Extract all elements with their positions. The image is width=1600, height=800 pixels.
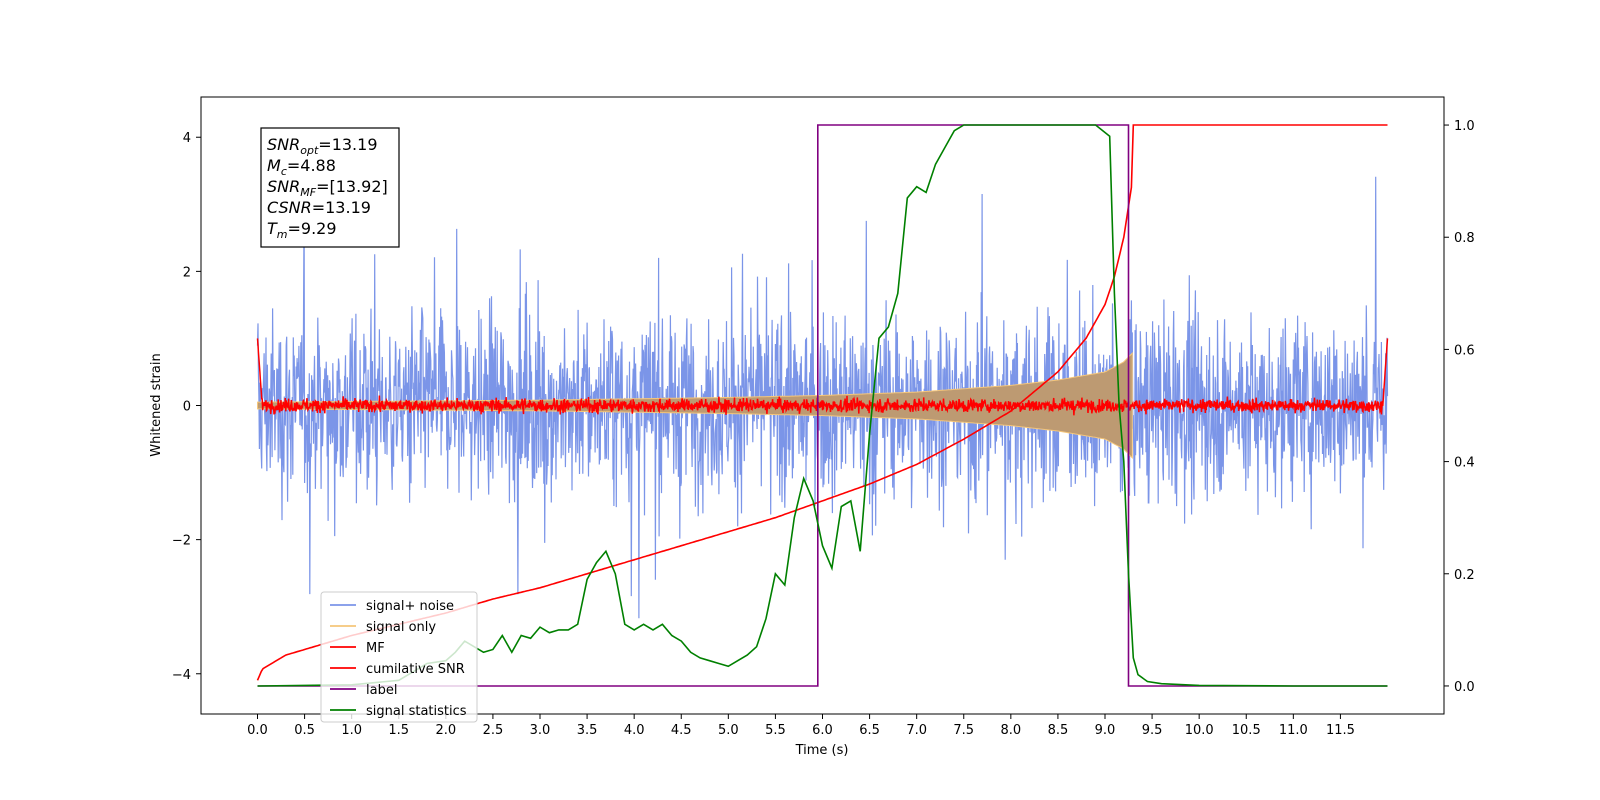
legend-label: label: [366, 683, 397, 698]
series-mf-line: [256, 338, 1389, 416]
x-tick-label: 2.0: [435, 723, 456, 738]
x-tick-label: 11.0: [1279, 723, 1308, 738]
legend-frame: [320, 591, 478, 723]
y2-tick-label: 0.6: [1454, 343, 1475, 358]
y2-tick-label: 1.0: [1454, 119, 1475, 134]
x-tick-label: 5.0: [718, 723, 739, 738]
y2-tick-label: 0.4: [1454, 456, 1475, 471]
annotation-line: Tm=9.29: [267, 219, 337, 241]
legend-label: signal only: [366, 620, 436, 635]
y-tick-label: −2: [172, 534, 191, 549]
y-tick-label: 0: [183, 400, 191, 415]
x-tick-label: 8.5: [1048, 723, 1069, 738]
x-tick-label: 6.0: [812, 723, 833, 738]
annotation-line: SNRMF=[13.92]: [267, 177, 388, 199]
annotation-line: SNRopt=13.19: [267, 135, 378, 157]
x-tick-label: 10.5: [1232, 723, 1261, 738]
x-tick-label: 9.0: [1095, 723, 1116, 738]
x-tick-label: 6.5: [859, 723, 880, 738]
x-tick-label: 8.0: [1000, 723, 1021, 738]
y2-tick-label: 0.8: [1454, 231, 1475, 246]
x-tick-label: 5.5: [765, 723, 786, 738]
x-tick-label: 1.5: [388, 723, 409, 738]
x-tick-label: 9.5: [1142, 723, 1163, 738]
x-tick-label: 3.5: [577, 723, 598, 738]
y-tick-label: 2: [183, 265, 191, 280]
x-tick-label: 2.5: [483, 723, 504, 738]
legend: signal+ noise signal only MF cumilative SNR…: [320, 591, 478, 723]
x-tick-label: 0.5: [294, 723, 315, 738]
x-tick-label: 10.0: [1185, 723, 1214, 738]
x-tick-label: 7.0: [906, 723, 927, 738]
x-tick-label: 11.5: [1326, 723, 1355, 738]
annotation-line: CSNR=13.19: [267, 198, 371, 217]
x-tick-label: 4.5: [671, 723, 692, 738]
annotation-line: Mc=4.88: [267, 156, 336, 178]
legend-label: cumilative SNR: [366, 662, 465, 677]
y-axis-left: −4 −2 0 2 4: [172, 131, 201, 683]
y-tick-label: −4: [172, 668, 191, 683]
x-tick-label: 1.0: [341, 723, 362, 738]
legend-label: signal statistics: [366, 704, 467, 719]
x-axis-label: Time (s): [795, 743, 849, 758]
annotation-box: SNRopt=13.19Mc=4.88SNRMF=[13.92]CSNR=13.…: [260, 127, 400, 248]
y2-tick-label: 0.2: [1454, 568, 1475, 583]
series-signal-statistics-line: [257, 124, 1388, 687]
annotation-frame: [260, 127, 400, 248]
y-axis-label: Whitened strain: [149, 353, 164, 456]
y-tick-label: 4: [183, 131, 191, 146]
x-tick-label: 4.0: [624, 723, 645, 738]
legend-label: MF: [366, 641, 385, 656]
x-axis: 0.0 0.5 1.0 1.5 2.0 2.5 3.0 3.5 4.0 4.5 5.0 5.5 6.0 6…: [247, 714, 1355, 738]
y2-tick-label: 0.0: [1454, 680, 1475, 695]
x-tick-label: 3.0: [530, 723, 551, 738]
x-tick-label: 7.5: [953, 723, 974, 738]
legend-label: signal+ noise: [366, 599, 454, 614]
y-axis-right: 0.0 0.2 0.4 0.6 0.8 1.0: [1444, 119, 1475, 695]
x-tick-label: 0.0: [247, 723, 268, 738]
